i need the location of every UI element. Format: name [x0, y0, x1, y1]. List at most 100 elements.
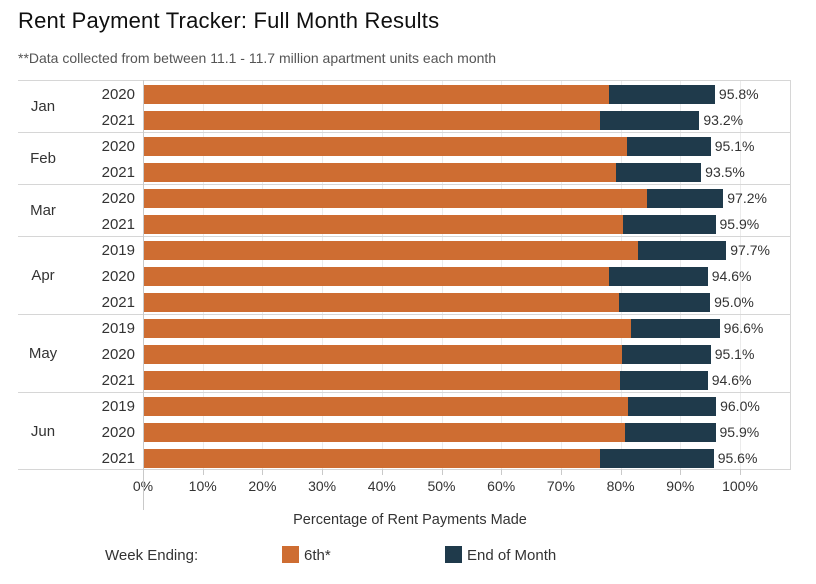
bar-segment-6th[interactable]: [143, 162, 616, 182]
x-tick-label: 70%: [546, 478, 575, 494]
x-tick-mark: [620, 469, 622, 475]
bar-segment-end-of-month[interactable]: [620, 370, 708, 390]
year-label: 2021: [101, 215, 135, 233]
chart-groups: Jan 2020 95.8% 2021 93.2% Feb 2020 95.1% 2021 93.…: [18, 80, 790, 470]
bar-segment-end-of-month[interactable]: [626, 136, 711, 156]
bar-track: 95.9%: [143, 211, 790, 237]
legend-swatch-6th[interactable]: [282, 546, 299, 563]
legend-title: Week Ending:: [105, 547, 199, 564]
bar-row: 2020 94.6%: [68, 263, 790, 289]
x-tick-label: 10%: [188, 478, 217, 494]
x-tick-mark: [680, 469, 682, 475]
bar-segment-6th[interactable]: [143, 396, 629, 416]
bar-segment-end-of-month[interactable]: [637, 240, 727, 260]
bar-total-label: 95.6%: [717, 450, 758, 466]
bar-segment-end-of-month[interactable]: [628, 396, 717, 416]
month-rows: 2020 95.8% 2021 93.2%: [68, 81, 790, 132]
bar-row: 2021 94.6%: [68, 367, 790, 393]
bar-total-label: 95.9%: [719, 216, 760, 232]
bar-segment-end-of-month[interactable]: [609, 84, 715, 104]
bar-segment-6th[interactable]: [143, 266, 609, 286]
bar-row: 2019 96.0%: [68, 393, 790, 419]
year-label: 2019: [101, 241, 135, 259]
month-group: Jun 2019 96.0% 2020 95.9% 2021 95.6%: [18, 392, 790, 470]
page-title: Rent Payment Tracker: Full Month Results: [18, 8, 440, 33]
bar-segment-6th[interactable]: [143, 110, 601, 130]
bar-segment-end-of-month[interactable]: [599, 448, 714, 468]
bar-segment-end-of-month[interactable]: [600, 110, 700, 130]
month-rows: 2019 97.7% 2020 94.6% 2021 95.0%: [68, 237, 790, 314]
month-label: Jun: [30, 423, 56, 440]
bar-segment-end-of-month[interactable]: [647, 188, 724, 208]
x-axis-label: Percentage of Rent Payments Made: [293, 512, 527, 528]
month-group: Jan 2020 95.8% 2021 93.2%: [18, 80, 790, 132]
bar-segment-end-of-month[interactable]: [630, 318, 720, 338]
bar-segment-6th[interactable]: [143, 214, 623, 234]
legend-label-6th[interactable]: 6th*: [304, 547, 331, 564]
bar-track: 95.1%: [143, 133, 790, 159]
bar-total-label: 96.6%: [723, 320, 764, 336]
year-label: 2021: [101, 163, 135, 181]
x-tick-mark: [501, 469, 503, 475]
bar-segment-end-of-month[interactable]: [622, 214, 716, 234]
bar-segment-6th[interactable]: [143, 188, 648, 208]
bar-segment-6th[interactable]: [143, 240, 638, 260]
year-label: 2020: [101, 345, 135, 363]
year-label: 2019: [101, 319, 135, 337]
bar-segment-6th[interactable]: [143, 448, 600, 468]
bar-track: 95.0%: [143, 289, 790, 315]
bar-row: 2020 95.1%: [68, 341, 790, 367]
year-label: 2021: [101, 111, 135, 129]
year-label: 2020: [101, 137, 135, 155]
x-tick-label: 100%: [722, 478, 758, 494]
month-rows: 2020 95.1% 2021 93.5%: [68, 133, 790, 184]
bar-total-label: 96.0%: [720, 398, 760, 414]
bar-segment-6th[interactable]: [143, 344, 622, 364]
bar-track: 97.2%: [143, 185, 790, 211]
bar-total-label: 93.2%: [703, 112, 744, 128]
bar-segment-6th[interactable]: [143, 136, 627, 156]
bar-row: 2021 93.2%: [68, 107, 790, 133]
x-tick-label: 60%: [487, 478, 516, 494]
bar-segment-end-of-month[interactable]: [608, 266, 708, 286]
year-label: 2020: [101, 189, 135, 207]
month-label: Apr: [31, 267, 55, 284]
legend-label-end-of-month[interactable]: End of Month: [467, 547, 557, 564]
month-label: May: [28, 345, 58, 362]
bar-track: 96.6%: [143, 315, 790, 341]
bar-track: 93.5%: [143, 159, 790, 185]
x-tick-label: 80%: [606, 478, 635, 494]
bar-total-label: 97.7%: [730, 242, 770, 258]
x-tick-label: 90%: [666, 478, 695, 494]
gridline: [740, 80, 741, 469]
bar-segment-6th[interactable]: [143, 318, 631, 338]
bar-track: 94.6%: [143, 263, 790, 289]
bar-total-label: 93.5%: [705, 164, 745, 180]
x-tick-mark: [381, 469, 383, 475]
bar-segment-6th[interactable]: [143, 370, 620, 390]
bar-segment-6th[interactable]: [143, 292, 620, 312]
month-rows: 2020 97.2% 2021 95.9%: [68, 185, 790, 236]
bar-row: 2021 95.9%: [68, 211, 790, 237]
bar-segment-end-of-month[interactable]: [615, 162, 702, 182]
x-tick-mark: [262, 469, 264, 475]
bar-track: 93.2%: [143, 107, 790, 133]
bar-track: 95.8%: [143, 81, 790, 107]
bar-row: 2021 95.6%: [68, 445, 790, 471]
bar-total-label: 95.9%: [719, 424, 760, 440]
x-tick-mark: [202, 469, 204, 475]
year-label: 2020: [101, 85, 135, 103]
x-tick-mark: [740, 469, 741, 475]
bar-segment-end-of-month[interactable]: [621, 344, 711, 364]
bar-segment-end-of-month[interactable]: [619, 292, 711, 312]
x-tick-label: 0%: [108, 478, 178, 494]
y-axis-line: [143, 80, 144, 510]
year-label: 2019: [101, 397, 135, 415]
bar-total-label: 95.8%: [718, 86, 759, 102]
bar-row: 2020 95.1%: [68, 133, 790, 159]
bar-segment-end-of-month[interactable]: [625, 422, 716, 442]
bar-segment-6th[interactable]: [143, 422, 626, 442]
legend-swatch-end-of-month[interactable]: [445, 546, 462, 563]
bar-segment-6th[interactable]: [143, 84, 610, 104]
bar-track: 97.7%: [143, 237, 790, 263]
